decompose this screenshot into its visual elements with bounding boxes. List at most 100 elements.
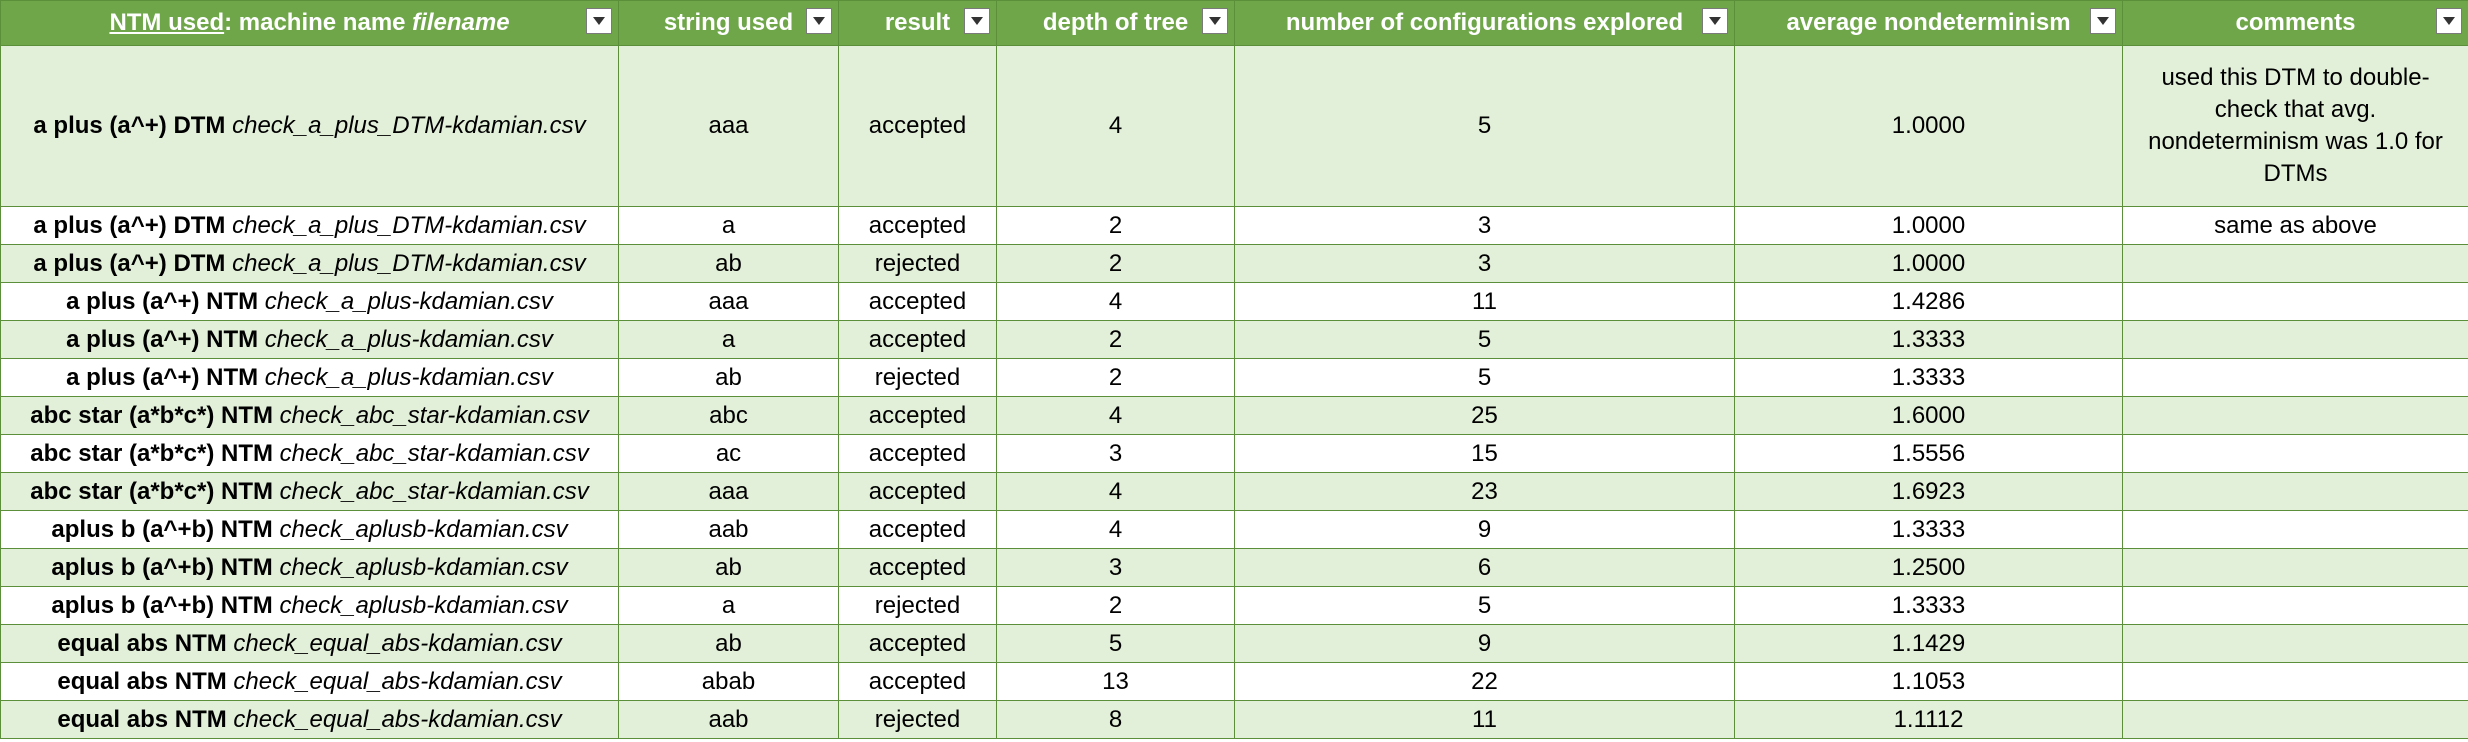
cell-string-used[interactable]: aab xyxy=(618,700,839,739)
cell-comment[interactable]: used this DTM to double-check that avg. … xyxy=(2122,45,2468,207)
filter-dropdown-icon[interactable] xyxy=(2436,8,2462,34)
cell-avg-nondeterminism[interactable]: 1.5556 xyxy=(1734,434,2123,473)
cell-string-used[interactable]: ab xyxy=(618,358,839,397)
cell-depth[interactable]: 2 xyxy=(996,206,1235,245)
cell-result[interactable]: accepted xyxy=(838,396,997,435)
cell-machine-file[interactable]: aplus b (a^+b) NTM check_aplusb-kdamian.… xyxy=(0,510,619,549)
filter-dropdown-icon[interactable] xyxy=(2090,8,2116,34)
cell-string-used[interactable]: aab xyxy=(618,510,839,549)
cell-avg-nondeterminism[interactable]: 1.0000 xyxy=(1734,206,2123,245)
cell-avg-nondeterminism[interactable]: 1.0000 xyxy=(1734,244,2123,283)
cell-machine-file[interactable]: equal abs NTM check_equal_abs-kdamian.cs… xyxy=(0,624,619,663)
cell-comment[interactable] xyxy=(2122,624,2468,663)
cell-configurations[interactable]: 6 xyxy=(1234,548,1735,587)
cell-depth[interactable]: 2 xyxy=(996,586,1235,625)
cell-result[interactable]: rejected xyxy=(838,586,997,625)
filter-dropdown-icon[interactable] xyxy=(1202,8,1228,34)
cell-avg-nondeterminism[interactable]: 1.4286 xyxy=(1734,282,2123,321)
cell-depth[interactable]: 2 xyxy=(996,320,1235,359)
cell-machine-file[interactable]: abc star (a*b*c*) NTM check_abc_star-kda… xyxy=(0,472,619,511)
cell-comment[interactable] xyxy=(2122,548,2468,587)
cell-avg-nondeterminism[interactable]: 1.6000 xyxy=(1734,396,2123,435)
cell-result[interactable]: accepted xyxy=(838,510,997,549)
cell-string-used[interactable]: abc xyxy=(618,396,839,435)
cell-avg-nondeterminism[interactable]: 1.3333 xyxy=(1734,510,2123,549)
cell-machine-file[interactable]: abc star (a*b*c*) NTM check_abc_star-kda… xyxy=(0,396,619,435)
cell-string-used[interactable]: ab xyxy=(618,548,839,587)
filter-dropdown-icon[interactable] xyxy=(806,8,832,34)
cell-configurations[interactable]: 23 xyxy=(1234,472,1735,511)
cell-string-used[interactable]: ab xyxy=(618,624,839,663)
column-header-string-used[interactable]: string used xyxy=(618,0,839,46)
cell-avg-nondeterminism[interactable]: 1.3333 xyxy=(1734,320,2123,359)
cell-result[interactable]: accepted xyxy=(838,624,997,663)
cell-depth[interactable]: 8 xyxy=(996,700,1235,739)
cell-configurations[interactable]: 5 xyxy=(1234,586,1735,625)
cell-depth[interactable]: 4 xyxy=(996,472,1235,511)
filter-dropdown-icon[interactable] xyxy=(1702,8,1728,34)
cell-avg-nondeterminism[interactable]: 1.3333 xyxy=(1734,586,2123,625)
filter-dropdown-icon[interactable] xyxy=(586,8,612,34)
cell-string-used[interactable]: a xyxy=(618,206,839,245)
cell-avg-nondeterminism[interactable]: 1.6923 xyxy=(1734,472,2123,511)
cell-string-used[interactable]: a xyxy=(618,320,839,359)
cell-avg-nondeterminism[interactable]: 1.1053 xyxy=(1734,662,2123,701)
cell-machine-file[interactable]: a plus (a^+) DTM check_a_plus_DTM-kdamia… xyxy=(0,244,619,283)
cell-result[interactable]: accepted xyxy=(838,282,997,321)
cell-configurations[interactable]: 5 xyxy=(1234,358,1735,397)
cell-result[interactable]: accepted xyxy=(838,206,997,245)
cell-result[interactable]: accepted xyxy=(838,548,997,587)
cell-comment[interactable] xyxy=(2122,244,2468,283)
cell-result[interactable]: accepted xyxy=(838,472,997,511)
cell-configurations[interactable]: 22 xyxy=(1234,662,1735,701)
cell-machine-file[interactable]: equal abs NTM check_equal_abs-kdamian.cs… xyxy=(0,662,619,701)
column-header-ntm-used[interactable]: NTM used: machine name filename xyxy=(0,0,619,46)
cell-depth[interactable]: 13 xyxy=(996,662,1235,701)
cell-result[interactable]: accepted xyxy=(838,662,997,701)
cell-configurations[interactable]: 3 xyxy=(1234,244,1735,283)
cell-machine-file[interactable]: a plus (a^+) DTM check_a_plus_DTM-kdamia… xyxy=(0,45,619,207)
cell-result[interactable]: rejected xyxy=(838,244,997,283)
column-header-result[interactable]: result xyxy=(838,0,997,46)
cell-result[interactable]: rejected xyxy=(838,700,997,739)
cell-depth[interactable]: 4 xyxy=(996,396,1235,435)
cell-machine-file[interactable]: a plus (a^+) DTM check_a_plus_DTM-kdamia… xyxy=(0,206,619,245)
cell-string-used[interactable]: ab xyxy=(618,244,839,283)
cell-machine-file[interactable]: a plus (a^+) NTM check_a_plus-kdamian.cs… xyxy=(0,358,619,397)
cell-configurations[interactable]: 3 xyxy=(1234,206,1735,245)
cell-string-used[interactable]: aaa xyxy=(618,282,839,321)
cell-string-used[interactable]: ac xyxy=(618,434,839,473)
cell-comment[interactable] xyxy=(2122,510,2468,549)
cell-result[interactable]: accepted xyxy=(838,320,997,359)
column-header-avg-nondeterminism[interactable]: average nondeterminism xyxy=(1734,0,2123,46)
cell-depth[interactable]: 4 xyxy=(996,45,1235,207)
cell-comment[interactable] xyxy=(2122,586,2468,625)
cell-configurations[interactable]: 11 xyxy=(1234,282,1735,321)
cell-comment[interactable] xyxy=(2122,434,2468,473)
cell-configurations[interactable]: 9 xyxy=(1234,624,1735,663)
column-header-configurations[interactable]: number of configurations explored xyxy=(1234,0,1735,46)
cell-depth[interactable]: 5 xyxy=(996,624,1235,663)
cell-configurations[interactable]: 11 xyxy=(1234,700,1735,739)
cell-depth[interactable]: 3 xyxy=(996,548,1235,587)
column-header-comments[interactable]: comments xyxy=(2122,0,2468,46)
cell-depth[interactable]: 2 xyxy=(996,358,1235,397)
cell-machine-file[interactable]: equal abs NTM check_equal_abs-kdamian.cs… xyxy=(0,700,619,739)
cell-result[interactable]: accepted xyxy=(838,45,997,207)
cell-depth[interactable]: 4 xyxy=(996,510,1235,549)
cell-machine-file[interactable]: aplus b (a^+b) NTM check_aplusb-kdamian.… xyxy=(0,586,619,625)
cell-comment[interactable] xyxy=(2122,320,2468,359)
cell-machine-file[interactable]: aplus b (a^+b) NTM check_aplusb-kdamian.… xyxy=(0,548,619,587)
cell-comment[interactable] xyxy=(2122,282,2468,321)
cell-depth[interactable]: 4 xyxy=(996,282,1235,321)
cell-depth[interactable]: 2 xyxy=(996,244,1235,283)
cell-depth[interactable]: 3 xyxy=(996,434,1235,473)
cell-avg-nondeterminism[interactable]: 1.1112 xyxy=(1734,700,2123,739)
cell-comment[interactable]: same as above xyxy=(2122,206,2468,245)
cell-comment[interactable] xyxy=(2122,358,2468,397)
cell-configurations[interactable]: 5 xyxy=(1234,45,1735,207)
cell-machine-file[interactable]: a plus (a^+) NTM check_a_plus-kdamian.cs… xyxy=(0,282,619,321)
cell-comment[interactable] xyxy=(2122,396,2468,435)
cell-result[interactable]: rejected xyxy=(838,358,997,397)
cell-comment[interactable] xyxy=(2122,662,2468,701)
